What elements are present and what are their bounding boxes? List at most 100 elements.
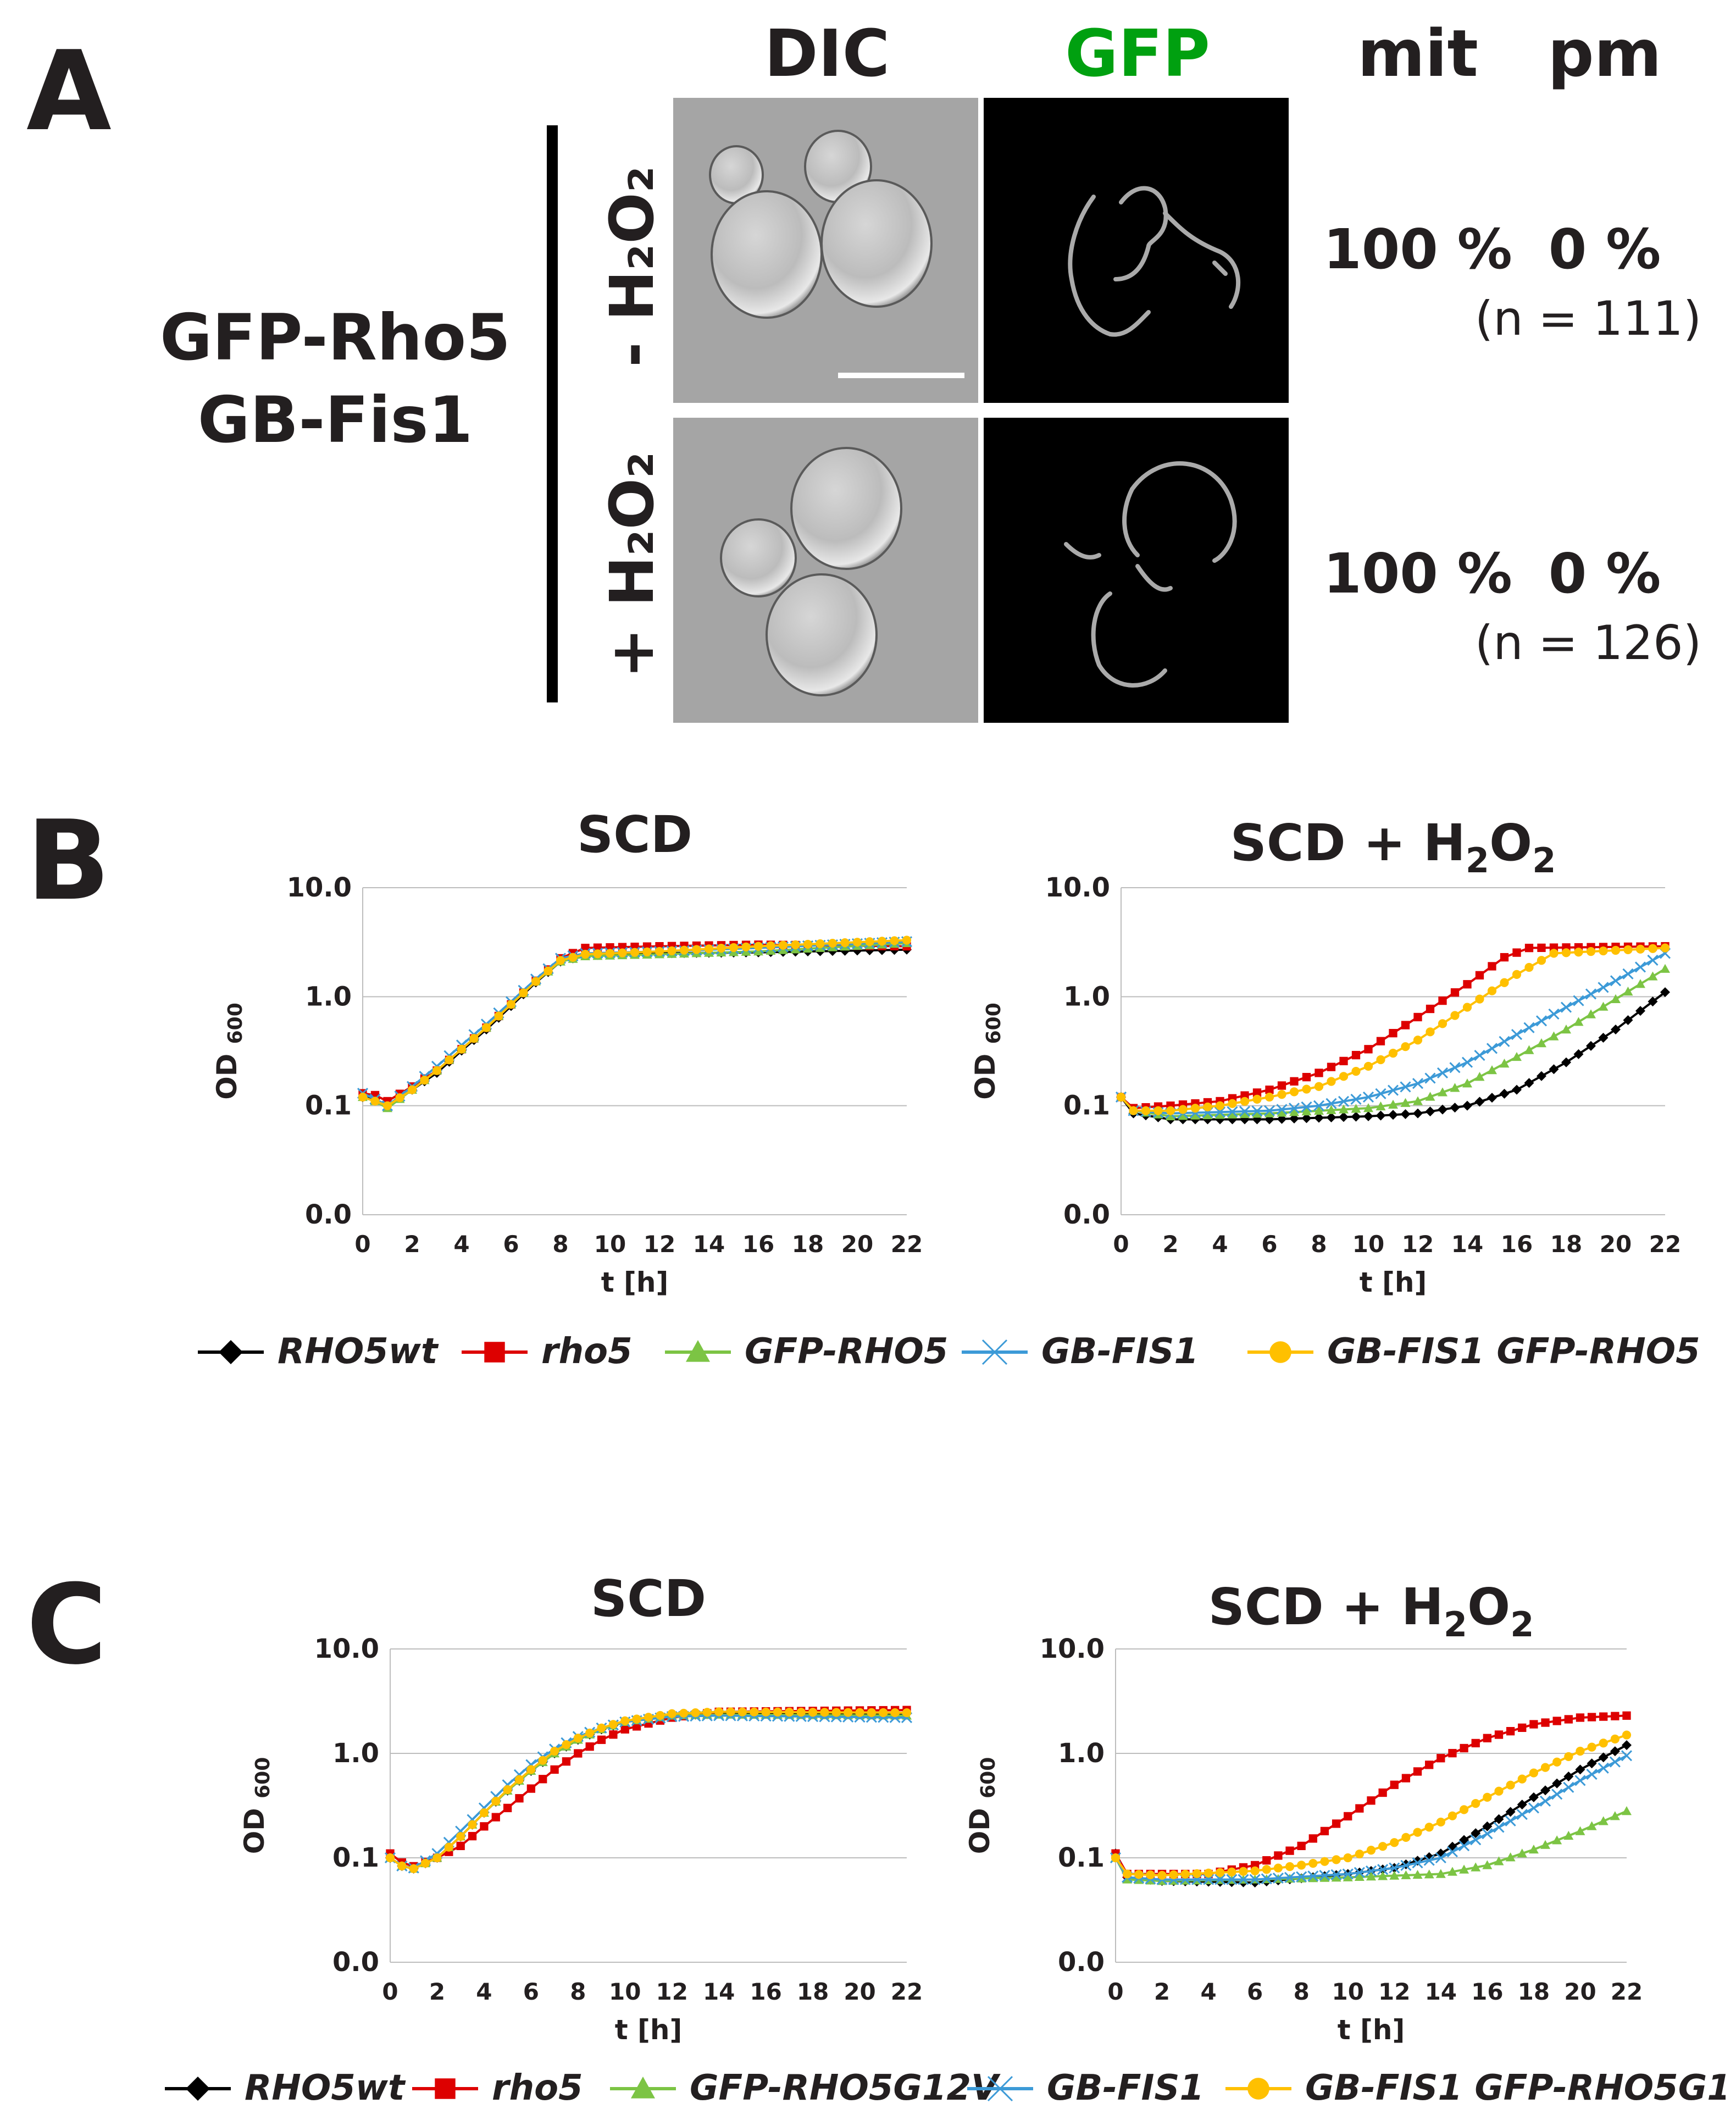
x-tick-label: 18 [797, 1978, 829, 2005]
data-point [1474, 1097, 1485, 1107]
data-point [1301, 1101, 1312, 1112]
data-point [608, 1720, 618, 1729]
data-point [1277, 1081, 1286, 1090]
chart-title: SCD [591, 1569, 706, 1628]
scale-bar [838, 373, 964, 378]
data-point [1354, 1872, 1365, 1881]
data-point [1449, 1062, 1461, 1073]
data-point [1289, 1107, 1299, 1116]
legend-label: GB-FIS1 [1047, 2068, 1204, 2108]
data-point [1623, 986, 1633, 996]
data-point [1437, 1067, 1449, 1079]
x-tick-label: 12 [656, 1978, 688, 2005]
data-point [1574, 948, 1583, 957]
x-tick-label: 0 [1107, 1978, 1123, 2005]
strain-label: GFP-Rho5 GB-Fis1 [137, 297, 533, 462]
data-point [573, 1734, 583, 1743]
data-point [1623, 945, 1633, 955]
data-point [491, 1796, 501, 1806]
data-point [778, 940, 788, 950]
data-point [1308, 1858, 1318, 1868]
data-point [773, 1707, 783, 1717]
chart-title: SCD [577, 805, 692, 864]
data-point [1413, 1108, 1423, 1119]
data-point [1458, 1840, 1470, 1852]
data-point [1272, 1872, 1284, 1884]
legend-marker [981, 1339, 1008, 1365]
legend-marker [484, 1342, 505, 1363]
data-point [1483, 1792, 1492, 1802]
data-point [1528, 1802, 1539, 1814]
data-point [1549, 1064, 1559, 1075]
series-rho5 [1117, 942, 1670, 1112]
data-point [1499, 1059, 1510, 1068]
legend-label: GFP-RHO5G12V [690, 2068, 1001, 2108]
data-point [692, 945, 701, 954]
data-point [1487, 986, 1497, 995]
data-point [1389, 1870, 1400, 1880]
data-point [1264, 1092, 1274, 1102]
panel-a-label: A [26, 27, 112, 156]
series-line [389, 1712, 907, 1870]
data-point [1450, 1011, 1460, 1020]
data-point [1483, 1734, 1492, 1742]
condition-bracket [547, 125, 558, 702]
data-point [1461, 1056, 1473, 1068]
data-point [1474, 1072, 1485, 1081]
data-point [531, 977, 541, 986]
data-point [1363, 1111, 1373, 1121]
x-tick-label: 14 [1451, 1231, 1483, 1258]
series-line [362, 943, 907, 1103]
data-point [1339, 1104, 1349, 1114]
x-tick-label: 20 [844, 1978, 875, 2005]
legend-label: GB-FIS1 [1041, 1331, 1199, 1372]
data-point [717, 944, 726, 953]
chart-b-scd-h2o2: SCD + H2O2 10.0 1.0 0.1 0.00 2 4 6 8 10 12 14 16 18 20… [969, 813, 1681, 1298]
data-point [1134, 1875, 1144, 1884]
data-point [1351, 1104, 1361, 1113]
data-point [1438, 1019, 1447, 1028]
data-point [1228, 1099, 1237, 1108]
data-point [1575, 1826, 1585, 1835]
data-point [1587, 1821, 1597, 1830]
x-tick-label: 6 [523, 1978, 539, 2005]
data-point [1325, 1098, 1337, 1109]
data-point [609, 1730, 618, 1739]
data-point [1252, 1088, 1262, 1097]
data-point [382, 1101, 392, 1110]
legend-item: RHO5wt [198, 1331, 439, 1372]
x-tick-label: 10 [594, 1231, 626, 1258]
data-point [1332, 1819, 1341, 1828]
x-axis-label: t [h] [601, 1266, 669, 1298]
data-point [828, 938, 838, 948]
data-point [1166, 1111, 1175, 1121]
data-point [1648, 944, 1657, 953]
x-tick-label: 8 [1294, 1978, 1310, 2005]
data-point [1586, 1009, 1596, 1019]
data-point [480, 1822, 489, 1831]
data-point [1540, 1763, 1550, 1772]
data-point [1308, 1834, 1317, 1843]
data-point [1438, 996, 1447, 1005]
data-point [1517, 1800, 1527, 1810]
data-point [1227, 1109, 1238, 1119]
data-point [1320, 1857, 1329, 1866]
data-point [585, 1742, 594, 1751]
y-tick-label: 0.0 [1058, 1947, 1105, 1978]
y-tick-label: 1.0 [305, 981, 352, 1012]
data-point [1367, 1796, 1376, 1805]
data-point [1401, 1870, 1411, 1879]
data-point [1425, 1092, 1435, 1101]
chart-b-scd: SCD 10.0 1.0 0.1 0.00 2 4 6 8 10 12 14 16 18 20 22 t [h]… [211, 805, 923, 1298]
x-tick-label: 6 [503, 1231, 519, 1258]
data-point [1215, 1101, 1225, 1110]
data-point [1463, 980, 1472, 989]
data-point [1413, 1767, 1422, 1776]
data-point [1435, 1852, 1446, 1864]
data-point [444, 1842, 453, 1852]
data-point [1505, 1852, 1516, 1862]
data-point [1560, 1001, 1572, 1013]
data-point [1537, 1038, 1546, 1048]
series-GB-FIS1 GFP-RHO5 [1116, 943, 1670, 1115]
data-point [1450, 988, 1460, 997]
